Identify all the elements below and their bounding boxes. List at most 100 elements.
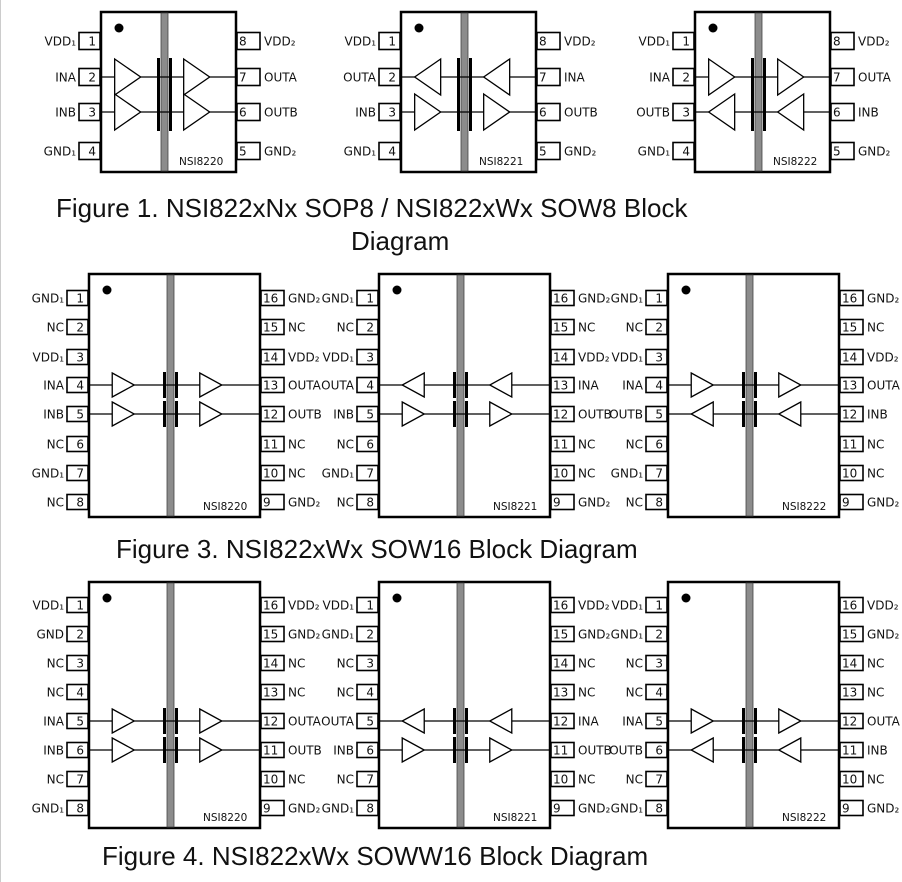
pin-number: 2 bbox=[76, 628, 84, 642]
pin-box bbox=[66, 289, 89, 307]
pin-label: NC bbox=[288, 438, 305, 452]
part-number-label: NSI8220 bbox=[203, 812, 247, 824]
figure-1-caption-line-2: Diagram bbox=[351, 226, 450, 256]
pin-number: 4 bbox=[388, 145, 396, 159]
buffer-triangle-right-icon bbox=[199, 400, 224, 428]
pin-number: 8 bbox=[833, 35, 841, 49]
pin-label: VDD₂ bbox=[867, 351, 899, 365]
pin-box bbox=[839, 318, 864, 336]
pin-label: NC bbox=[288, 686, 305, 700]
buffer-triangle-right-icon bbox=[111, 400, 136, 428]
pin1-marker-dot bbox=[414, 23, 424, 33]
pin-number: 10 bbox=[553, 773, 568, 787]
pin-number: 5 bbox=[655, 715, 663, 729]
pin-number: 2 bbox=[366, 628, 374, 642]
pin-box bbox=[260, 596, 285, 614]
buffer-triangle-right-icon bbox=[690, 371, 715, 399]
pin-box bbox=[260, 289, 285, 307]
buffer-triangle-left-icon bbox=[689, 400, 714, 428]
pin-label: INA bbox=[578, 379, 600, 393]
pin1-marker-dot bbox=[392, 285, 402, 295]
buffer-triangle-left-icon bbox=[776, 92, 805, 132]
pin-label: NC bbox=[626, 321, 643, 335]
pin-label: INB bbox=[55, 106, 76, 120]
pin-box bbox=[356, 741, 379, 759]
pin-number: 13 bbox=[263, 686, 278, 700]
pin-number: 6 bbox=[366, 438, 374, 452]
pin-number: 2 bbox=[655, 628, 663, 642]
pin-number: 9 bbox=[263, 802, 271, 816]
pin-number: 3 bbox=[366, 351, 374, 365]
channel-a-reverse bbox=[379, 371, 550, 399]
pin-number: 8 bbox=[366, 802, 374, 816]
isolation-barrier bbox=[160, 12, 169, 172]
pin-label: GND₂ bbox=[867, 292, 900, 306]
pin-label: GND₂ bbox=[867, 628, 900, 642]
pin-number: 7 bbox=[366, 467, 374, 481]
pin-box bbox=[839, 683, 864, 701]
pin1-marker-dot bbox=[681, 285, 691, 295]
chip-nsi8220-fig1: NSI8220 1 VDD₁ 2 INA 3 INB 4 GND₁ 8 VDD₂ 7 OUTA 6 OUTB… bbox=[44, 10, 298, 174]
pin-number: 7 bbox=[655, 773, 663, 787]
pin-number: 2 bbox=[76, 321, 84, 335]
pin-box bbox=[260, 654, 285, 672]
pin-box bbox=[550, 799, 575, 817]
buffer-triangle-left-icon bbox=[689, 736, 714, 764]
pin-box bbox=[66, 376, 89, 394]
pin-label: INA bbox=[578, 715, 600, 729]
pin-label: VDD₂ bbox=[288, 351, 320, 365]
pin-box bbox=[830, 141, 855, 161]
pin-box bbox=[66, 683, 89, 701]
pin-label: GND₁ bbox=[638, 145, 671, 159]
pin-label: OUTB bbox=[578, 744, 612, 758]
pin-label: GND₂ bbox=[578, 496, 611, 510]
pin-label: OUTA bbox=[867, 715, 901, 729]
pin-box bbox=[839, 289, 864, 307]
pin-label: NC bbox=[626, 773, 643, 787]
buffer-triangle-right-icon bbox=[708, 57, 736, 97]
pin-box bbox=[260, 493, 285, 511]
pin-number: 6 bbox=[539, 106, 547, 120]
pin-label: INB bbox=[43, 744, 64, 758]
pin-box bbox=[378, 141, 401, 161]
pin-box bbox=[839, 654, 864, 672]
pin-number: 11 bbox=[263, 744, 278, 758]
pin-box bbox=[550, 318, 575, 336]
pin-number: 13 bbox=[842, 686, 857, 700]
pin-label: NC bbox=[288, 321, 305, 335]
pin-label: INA bbox=[43, 715, 65, 729]
pin-label: GND₁ bbox=[611, 628, 644, 642]
pin-number: 4 bbox=[655, 686, 663, 700]
pin-box bbox=[839, 596, 864, 614]
buffer-triangle-right-icon bbox=[183, 57, 211, 97]
pin-number: 16 bbox=[553, 599, 568, 613]
pin-label: VDD₁ bbox=[33, 599, 65, 613]
pin-box bbox=[78, 141, 101, 161]
pin-box bbox=[66, 348, 89, 366]
pin-label: GND₁ bbox=[322, 628, 355, 642]
pin1-marker-dot bbox=[102, 285, 112, 295]
pin-box bbox=[66, 741, 89, 759]
pin-label: GND₂ bbox=[288, 292, 321, 306]
channel-b-forward bbox=[379, 400, 550, 428]
chip-nsi8222-fig2: NSI8222 1 GND₁ 2 NC 3 VDD₁ 4 INA 5 OUTB 6 NC 7 GND₁ 8 NC… bbox=[609, 272, 901, 519]
buffer-triangle-left-icon bbox=[488, 371, 513, 399]
pin-label: NC bbox=[578, 467, 595, 481]
pin-label: VDD₁ bbox=[323, 351, 355, 365]
pin-box bbox=[536, 67, 561, 87]
pin-box bbox=[550, 596, 575, 614]
pin-label: GND₂ bbox=[867, 496, 900, 510]
pin-number: 4 bbox=[88, 145, 96, 159]
pin-label: VDD₁ bbox=[323, 599, 355, 613]
pin-box bbox=[839, 376, 864, 394]
pin-box bbox=[550, 741, 575, 759]
pin-number: 14 bbox=[842, 657, 857, 671]
isolation-barrier bbox=[745, 582, 754, 828]
pin-number: 10 bbox=[263, 773, 278, 787]
pin-label: INB bbox=[333, 744, 354, 758]
pin-label: INA bbox=[564, 71, 586, 85]
pin-number: 12 bbox=[263, 715, 278, 729]
pin-box bbox=[260, 464, 285, 482]
pin-box bbox=[356, 348, 379, 366]
chip-nsi8221-fig1: NSI8221 1 VDD₁ 2 OUTA 3 INB 4 GND₁ 8 VDD₂ 7 INA 6 OUTB… bbox=[343, 10, 598, 174]
